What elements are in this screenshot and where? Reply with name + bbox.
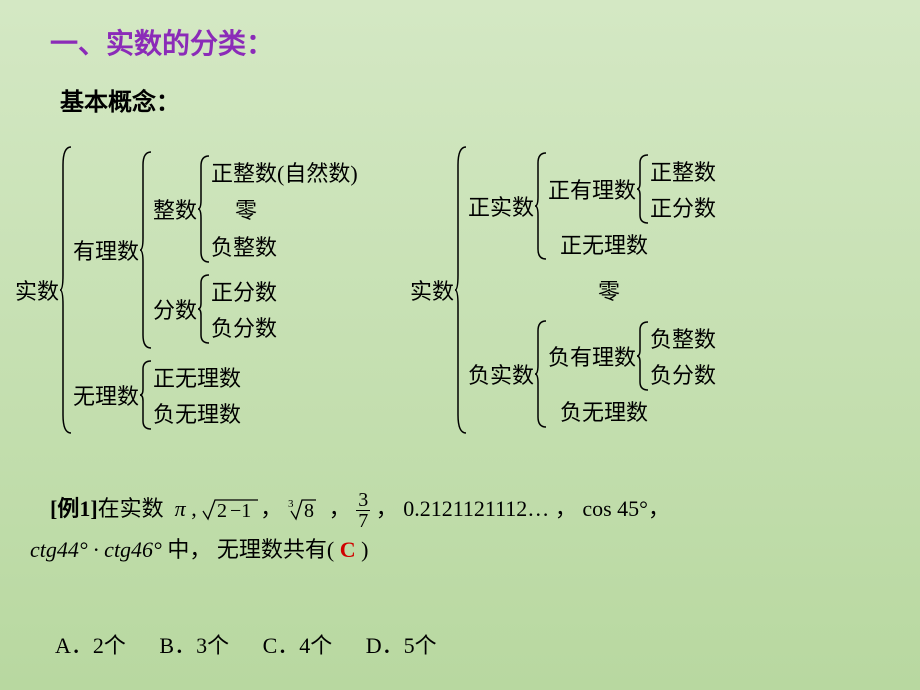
question-text: 无理数共有( [217,537,334,562]
options-row: A．2个 B．3个 C．4个 D．5个 [55,628,465,660]
option-b: B．3个 [159,633,229,658]
brace-icon [59,145,73,435]
node-label: 分数 [153,293,197,325]
node-label: 负有理数 [548,340,636,372]
leaf-label: 正无理数 [153,361,241,393]
leaf-label: 正无理数 [548,228,716,260]
leaf-label: 负分数 [650,358,716,390]
option-c: C．4个 [263,633,333,658]
tree-node: 整数 正整数(自然数) 零 负整数 [153,154,358,264]
tree-node: 分数 正分数 负分数 [153,273,358,345]
node-label: 正实数 [468,190,534,222]
option-d: D．5个 [366,633,437,658]
tree-node: 正有理数 正整数 正分数 [548,153,716,225]
brace-icon [454,145,468,435]
cos-expression: cos 45° [582,496,648,521]
sqrt-expression: 2 −1 [202,492,260,530]
section-subtitle: 基本概念： [60,82,180,117]
leaf-label: 负分数 [211,311,277,343]
fraction-denominator: 7 [356,511,370,531]
tree-root-label: 实数 [410,274,454,306]
tree-node: 无理数 正无理数 负无理数 [73,359,358,431]
leaf-label: 负无理数 [548,395,716,427]
leaf-label: 正整数 [650,155,716,187]
middle-text: 中， [167,537,211,562]
leaf-label: 正分数 [650,191,716,223]
tree-node: 负实数 负有理数 负整数 负分数 负无理数 [468,319,716,429]
brace-icon [197,154,211,264]
leaf-label: 正分数 [211,275,277,307]
fraction-numerator: 3 [356,490,370,511]
brace-icon [534,151,548,261]
leaf-label: 零 [468,274,716,306]
close-paren: ) [361,537,368,562]
svg-text:−1: −1 [230,500,251,522]
tree-node: 负有理数 负整数 负分数 [548,320,716,392]
node-label: 正有理数 [548,173,636,205]
brace-icon [197,273,211,345]
fraction: 3 7 [356,490,370,531]
decimal-value: 0.2121121112… [403,496,549,521]
brace-icon [139,359,153,431]
tree-root-label: 实数 [15,274,59,306]
svg-text:8: 8 [304,500,314,522]
leaf-label: 正整数(自然数) [211,156,358,188]
tree-node: 有理数 整数 正整数(自然数) 零 负整数 [73,150,358,350]
node-label: 有理数 [73,234,139,266]
svg-text:3: 3 [288,498,294,510]
brace-icon [636,153,650,225]
brace-icon [534,319,548,429]
tree-right: 实数 正实数 正有理数 正整数 正分数 正无理数 [410,145,716,435]
example-text: 在实数 [98,496,164,521]
node-label: 负实数 [468,358,534,390]
svg-text:2: 2 [217,500,227,522]
answer-letter: C [340,537,356,562]
cuberoot-expression: 3 8 [288,492,318,530]
option-a: A．2个 [55,633,126,658]
comma: ， [260,496,282,521]
node-label: 整数 [153,193,197,225]
leaf-label: 负无理数 [153,397,241,429]
node-label: 无理数 [73,379,139,411]
section-title: 一、实数的分类： [50,22,274,62]
example-block: [例1]在实数 π , 2 −1 ， 3 8 ， 3 7 ， 0.2121121… [30,490,900,569]
example-prefix: [例1] [50,496,98,521]
ctg-expression: ctg44° · ctg46° [30,537,162,562]
tree-left: 实数 有理数 整数 正整数(自然数) 零 负整数 [15,145,358,435]
tree-node: 正实数 正有理数 正整数 正分数 正无理数 [468,151,716,261]
leaf-label: 零 [211,193,358,225]
leaf-label: 负整数 [650,322,716,354]
brace-icon [139,150,153,350]
brace-icon [636,320,650,392]
leaf-label: 负整数 [211,230,358,262]
